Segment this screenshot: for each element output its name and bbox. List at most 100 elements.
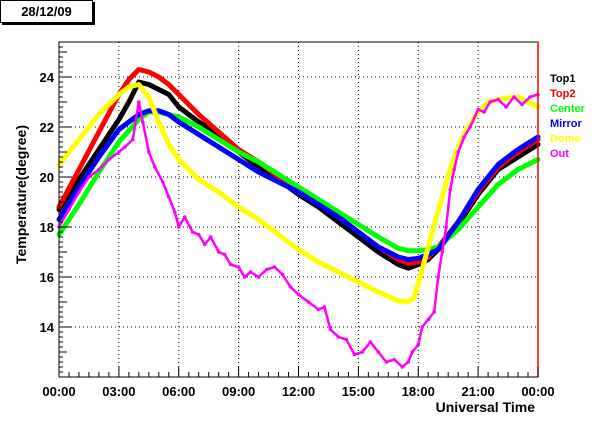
x-tick-label: 12:00 xyxy=(282,384,315,399)
y-tick-label: 18 xyxy=(40,220,54,235)
series-out-point xyxy=(216,250,221,254)
series-out-point xyxy=(296,292,301,297)
series-out-point xyxy=(222,252,227,257)
series-out-point xyxy=(196,232,201,237)
legend-item-mirror: Mirror xyxy=(550,118,583,130)
x-tick-label: 21:00 xyxy=(462,384,495,399)
x-axis-title: Universal Time xyxy=(436,399,536,415)
series-out-point xyxy=(117,150,121,154)
series-out-point xyxy=(482,110,486,114)
series-out-point xyxy=(208,235,213,239)
series-out-point xyxy=(153,165,157,169)
series-out-point xyxy=(160,180,165,184)
y-tick-label: 20 xyxy=(40,170,54,185)
legend-item-out: Out xyxy=(550,148,569,160)
series-out-point xyxy=(288,285,293,289)
y-tick-label: 16 xyxy=(40,270,54,285)
series-out-point xyxy=(236,265,241,269)
series-out-point xyxy=(456,150,460,154)
series-out-point xyxy=(352,352,357,357)
series-out-point xyxy=(306,300,311,304)
series-out-point xyxy=(420,325,425,329)
series-out-point xyxy=(166,195,171,199)
series-out-point xyxy=(400,365,405,369)
series-out-point xyxy=(468,125,472,129)
y-tick-label: 22 xyxy=(40,120,54,135)
series-out-point xyxy=(77,190,81,194)
tick-labels: 00:00 03:00 06:00 09:00 12:00 15:00 18:00 21:00… xyxy=(40,70,555,399)
series-out-point xyxy=(176,225,181,229)
legend-item-dome: Dome xyxy=(550,133,581,145)
series-out-point xyxy=(410,350,415,354)
x-tick-label: 00:00 xyxy=(521,384,554,399)
series-out-point xyxy=(426,317,431,322)
x-tick-label: 18:00 xyxy=(402,384,435,399)
y-axis-title: Temperature(degree) xyxy=(13,125,29,264)
series-out-line xyxy=(57,93,540,369)
series-out-point xyxy=(504,105,508,109)
series-out-point xyxy=(182,215,187,219)
series-out-point xyxy=(416,342,421,347)
series-out-point xyxy=(476,107,480,112)
series-out-point xyxy=(107,157,111,162)
x-tick-label: 03:00 xyxy=(102,384,135,399)
series-out-point xyxy=(376,350,381,354)
series-out-point xyxy=(272,265,277,269)
x-tick-label: 09:00 xyxy=(222,384,255,399)
legend-item-top2: Top2 xyxy=(550,88,575,100)
series-out-point xyxy=(496,97,500,102)
series-out-point xyxy=(264,267,269,272)
series-out-point xyxy=(256,275,261,279)
series-out-point xyxy=(190,230,195,234)
series-out-point xyxy=(368,340,373,344)
series-out-point xyxy=(452,167,456,172)
series-out-point xyxy=(97,167,101,172)
series-out-point xyxy=(137,100,141,104)
axis-ticks xyxy=(58,41,539,377)
series-out-point xyxy=(228,262,233,267)
series-out-point xyxy=(512,95,516,99)
series-layer xyxy=(56,67,541,369)
x-tick-label: 15:00 xyxy=(342,384,375,399)
series-out-point xyxy=(528,95,532,99)
series-out-point xyxy=(67,207,71,212)
series-out-point xyxy=(242,275,247,279)
series-out-point xyxy=(336,335,341,339)
series-out-point xyxy=(328,327,333,332)
series-out-point xyxy=(440,250,445,254)
series-out-point xyxy=(202,242,207,247)
series-out-point xyxy=(448,187,452,192)
series-out-point xyxy=(280,272,285,277)
series-out-point xyxy=(436,275,441,279)
series-out-point xyxy=(172,210,177,214)
series-out-point xyxy=(520,102,524,107)
series-out-point xyxy=(87,175,91,179)
series-out-point xyxy=(462,135,466,139)
series-out-point xyxy=(131,137,135,142)
legend-item-top1: Top1 xyxy=(550,73,575,85)
series-out-point xyxy=(488,100,492,104)
series-out-point xyxy=(384,360,389,364)
series-out-point xyxy=(248,270,253,274)
series-out-point xyxy=(147,150,151,154)
x-tick-label: 06:00 xyxy=(162,384,195,399)
series-out-point xyxy=(406,360,411,364)
y-tick-label: 14 xyxy=(40,320,55,335)
series-out-point xyxy=(444,225,448,229)
legend: Top1 Top2 Center Mirror Dome Out xyxy=(550,73,586,160)
series-out-point xyxy=(344,337,349,342)
series-out-point xyxy=(360,350,365,354)
y-tick-label: 24 xyxy=(40,70,55,85)
series-out-point xyxy=(432,310,437,314)
series-out-point xyxy=(316,307,321,312)
legend-item-center: Center xyxy=(550,103,586,115)
x-tick-label: 00:00 xyxy=(42,384,75,399)
series-out-point xyxy=(322,305,327,309)
date-label: 28/12/09 xyxy=(0,0,93,23)
series-top1-line xyxy=(56,79,541,271)
series-dome-line xyxy=(56,82,541,305)
series-out-point xyxy=(123,145,127,149)
series-out-point xyxy=(392,357,397,362)
series-out-point xyxy=(141,120,145,124)
